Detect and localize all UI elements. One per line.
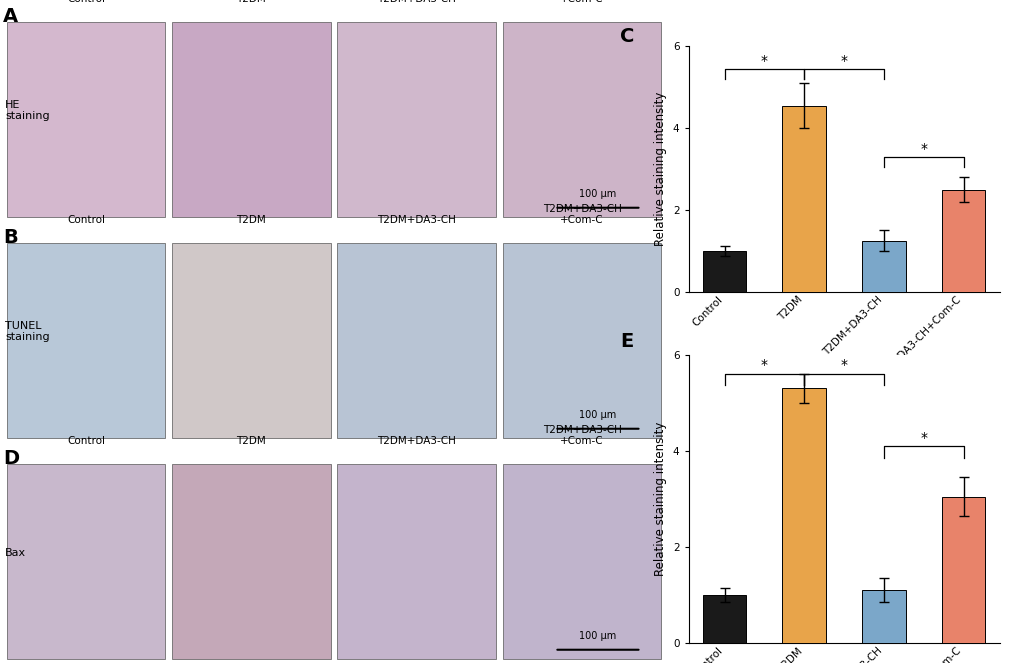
Text: 100 μm: 100 μm: [579, 410, 615, 420]
Text: T2DM+DA3-CH: T2DM+DA3-CH: [377, 215, 455, 225]
Bar: [782, 389, 825, 643]
Text: *: *: [840, 54, 847, 68]
Text: *: *: [760, 54, 767, 68]
Bar: [7, 22, 165, 217]
Bar: [502, 464, 660, 658]
Bar: [337, 22, 495, 217]
Text: T2DM+DA3-CH
+Com-C: T2DM+DA3-CH +Com-C: [542, 204, 621, 225]
Text: T2DM+DA3-CH
+Com-C: T2DM+DA3-CH +Com-C: [542, 0, 621, 5]
Bar: [172, 464, 330, 658]
Text: T2DM: T2DM: [236, 0, 266, 5]
Text: A: A: [3, 7, 18, 26]
Text: Control: Control: [67, 436, 105, 446]
Text: HE
staining: HE staining: [5, 99, 50, 121]
Text: TUNEL
staining: TUNEL staining: [5, 321, 50, 342]
Text: Bax: Bax: [5, 548, 26, 558]
Bar: [172, 22, 330, 217]
Bar: [861, 241, 905, 292]
Text: 100 μm: 100 μm: [579, 631, 615, 641]
Text: T2DM+DA3-CH
+Com-C: T2DM+DA3-CH +Com-C: [542, 425, 621, 446]
Bar: [861, 590, 905, 643]
Bar: [502, 243, 660, 438]
Text: *: *: [840, 359, 847, 373]
Bar: [782, 105, 825, 292]
Y-axis label: Relative staining intensity: Relative staining intensity: [653, 92, 666, 246]
Text: *: *: [919, 430, 926, 445]
Text: D: D: [3, 449, 19, 467]
Bar: [337, 464, 495, 658]
Text: B: B: [3, 227, 18, 247]
Text: C: C: [620, 27, 634, 46]
Y-axis label: Relative staining intensity: Relative staining intensity: [653, 422, 666, 576]
Bar: [7, 243, 165, 438]
Text: T2DM: T2DM: [236, 215, 266, 225]
Bar: [337, 243, 495, 438]
Bar: [702, 251, 746, 292]
Bar: [941, 190, 984, 292]
Text: *: *: [760, 359, 767, 373]
Bar: [502, 22, 660, 217]
Text: 100 μm: 100 μm: [579, 189, 615, 199]
Bar: [7, 464, 165, 658]
Text: Control: Control: [67, 215, 105, 225]
Bar: [941, 497, 984, 643]
Text: *: *: [919, 142, 926, 156]
Text: E: E: [620, 332, 633, 351]
Text: T2DM+DA3-CH: T2DM+DA3-CH: [377, 0, 455, 5]
Text: T2DM+DA3-CH: T2DM+DA3-CH: [377, 436, 455, 446]
Bar: [172, 243, 330, 438]
Bar: [702, 595, 746, 643]
Text: Control: Control: [67, 0, 105, 5]
Text: T2DM: T2DM: [236, 436, 266, 446]
